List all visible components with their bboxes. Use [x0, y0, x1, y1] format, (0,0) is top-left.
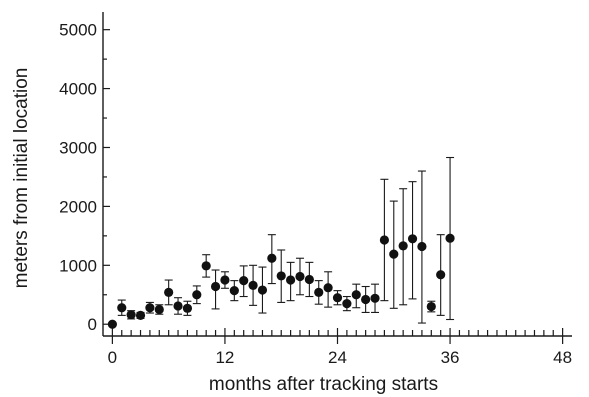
data-point: [332, 293, 343, 303]
axes: [102, 12, 572, 344]
data-point: [407, 234, 418, 244]
data-point: [201, 261, 211, 271]
data-points: [107, 233, 455, 329]
data-point: [398, 241, 408, 251]
data-point: [239, 276, 249, 286]
x-tick-label: 24: [328, 348, 347, 367]
data-point: [117, 303, 127, 313]
data-point: [229, 286, 239, 296]
data-point: [286, 275, 296, 285]
y-tick-label: 5000: [59, 21, 97, 40]
data-point: [342, 299, 352, 309]
data-point: [323, 283, 333, 293]
x-tick-label: 0: [108, 348, 117, 367]
data-point: [173, 301, 183, 311]
data-point: [361, 294, 371, 305]
y-tick-label: 4000: [59, 80, 97, 99]
x-tick-label: 12: [215, 348, 234, 367]
data-point: [154, 304, 164, 315]
data-point: [220, 275, 230, 285]
data-point: [145, 303, 155, 313]
data-point: [257, 285, 268, 295]
y-tick-label: 3000: [59, 138, 97, 157]
data-point: [126, 310, 136, 320]
data-point: [164, 287, 174, 298]
data-point: [417, 241, 427, 252]
data-point: [267, 253, 277, 263]
data-point: [210, 281, 221, 292]
data-point: [248, 280, 258, 290]
error-bars: [117, 156, 455, 324]
y-tick-label: 0: [88, 315, 97, 334]
y-tick-label: 1000: [59, 256, 97, 275]
x-tick-label: 36: [441, 348, 460, 367]
data-point: [426, 301, 436, 312]
data-point: [192, 290, 202, 300]
data-point: [436, 270, 446, 280]
data-point: [107, 319, 117, 329]
data-point: [389, 249, 399, 259]
y-tick-label: 2000: [59, 197, 97, 216]
data-point: [379, 235, 389, 245]
data-point: [182, 303, 193, 313]
data-point: [370, 293, 380, 303]
data-point: [314, 287, 324, 298]
data-point: [276, 271, 286, 281]
tick-labels: 0 1000 2000 3000 4000 5000 0 12 24 36 48: [59, 21, 572, 367]
x-axis-title: months after tracking starts: [209, 374, 438, 395]
data-point: [135, 310, 146, 320]
data-point: [351, 290, 361, 300]
data-point: [445, 233, 455, 243]
x-tick-label: 48: [553, 348, 572, 367]
data-point: [304, 274, 314, 285]
y-axis-title: meters from initial location: [11, 68, 32, 289]
data-point: [295, 271, 305, 282]
